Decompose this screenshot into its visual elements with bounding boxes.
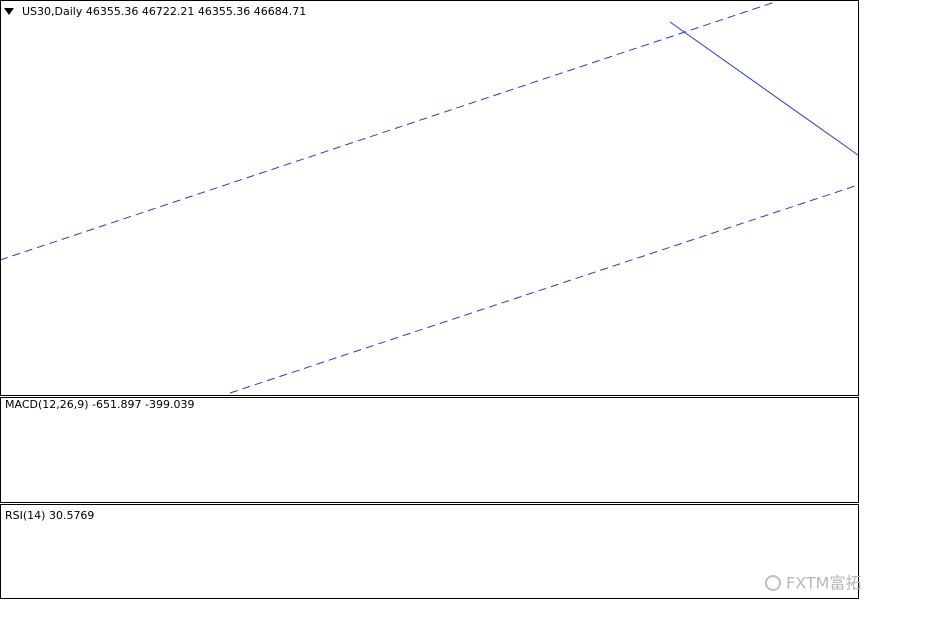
main-panel-frame bbox=[0, 0, 859, 396]
rsi-panel-frame bbox=[0, 504, 859, 599]
watermark: FXTM富拓 bbox=[786, 574, 861, 593]
watermark-logo bbox=[765, 575, 781, 591]
menu-triangle bbox=[4, 8, 14, 15]
trend-line bbox=[669, 21, 859, 156]
channel-lower bbox=[229, 184, 859, 394]
macd-title: MACD(12,26,9) -651.897 -399.039 bbox=[5, 398, 194, 411]
chart-title: US30,Daily 46355.36 46722.21 46355.36 46… bbox=[22, 5, 306, 18]
macd-panel-frame bbox=[0, 397, 859, 503]
channel-upper bbox=[0, 1, 776, 261]
rsi-title: RSI(14) 30.5769 bbox=[5, 509, 94, 522]
